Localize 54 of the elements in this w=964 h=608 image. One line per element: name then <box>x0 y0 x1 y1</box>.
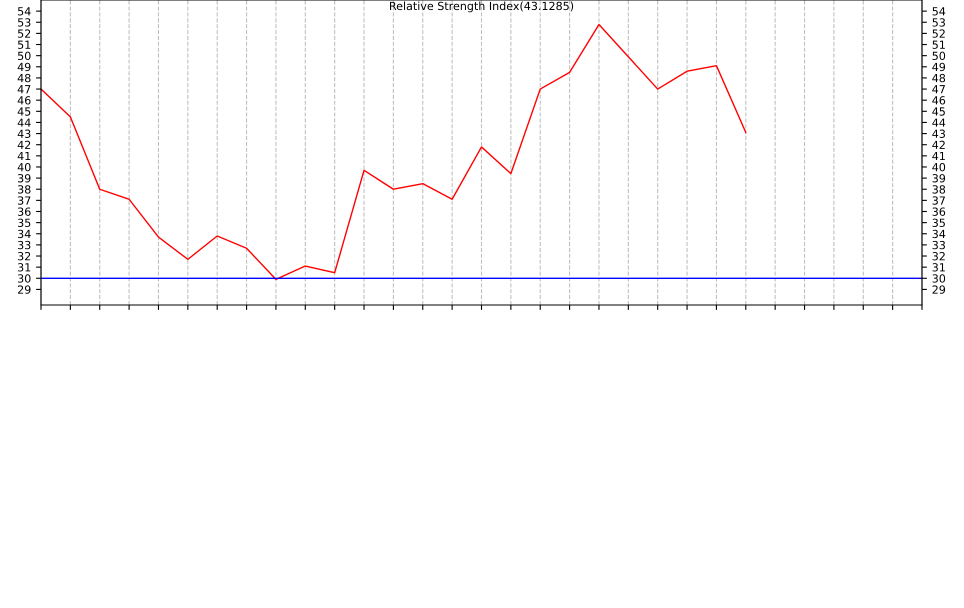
y2-tick-label: 51 <box>932 40 945 49</box>
y-tick-label: 31 <box>18 263 30 272</box>
y2-tick-label: 38 <box>932 185 946 194</box>
y2-tick-label: 40 <box>932 162 946 172</box>
y-tick-label: 37 <box>18 196 30 205</box>
y-tick-label: 32 <box>18 252 30 260</box>
y2-tick-label: 39 <box>932 174 946 182</box>
y2-tick-label: 44 <box>932 118 946 127</box>
y-tick-label: 53 <box>18 18 30 27</box>
y2-tick-label: 42 <box>932 140 945 149</box>
y2-tick-label: 43 <box>932 130 945 138</box>
y2-tick-label: 48 <box>932 74 946 82</box>
y-tick-label: 50 <box>18 52 31 60</box>
y-tick-label: 43 <box>18 130 30 138</box>
y-tick-label: 49 <box>18 62 30 72</box>
y-tick-label: 41 <box>18 152 30 160</box>
y-tick-label: 30 <box>18 274 31 283</box>
y2-tick-label: 52 <box>932 29 945 38</box>
y-tick-label: 40 <box>18 162 31 172</box>
y2-tick-label: 37 <box>932 196 945 205</box>
y-tick-label: 52 <box>18 29 30 38</box>
y2-tick-label: 49 <box>932 62 946 72</box>
y-tick-label: 29 <box>18 285 30 294</box>
y2-tick-label: 46 <box>932 96 946 105</box>
y2-tick-label: 32 <box>932 252 945 260</box>
y2-tick-label: 34 <box>932 230 946 238</box>
y-tick-label: 35 <box>18 218 30 228</box>
y-tick-label: 38 <box>18 185 31 194</box>
y-tick-label: 47 <box>18 85 30 94</box>
y2-tick-label: 41 <box>932 152 945 160</box>
y-tick-label: 46 <box>18 96 31 105</box>
y-tick-label: 42 <box>18 140 30 149</box>
y-tick-label: 54 <box>18 7 31 16</box>
y2-tick-label: 54 <box>932 7 946 16</box>
y2-tick-label: 30 <box>932 274 946 283</box>
y2-tick-label: 31 <box>932 263 945 272</box>
y2-tick-label: 29 <box>932 285 946 294</box>
y-tick-label: 34 <box>18 230 31 238</box>
y-tick-label: 51 <box>18 40 30 49</box>
y-tick-label: 39 <box>18 174 30 182</box>
y2-tick-label: 36 <box>932 207 946 216</box>
y2-tick-label: 47 <box>932 85 945 94</box>
y2-tick-label: 35 <box>932 218 945 228</box>
y2-tick-label: 33 <box>932 240 945 250</box>
y-tick-label: 44 <box>18 118 31 127</box>
y-tick-label: 45 <box>18 107 30 116</box>
y2-tick-label: 50 <box>932 52 946 60</box>
y2-tick-label: 53 <box>932 18 945 27</box>
y-tick-label: 33 <box>18 240 30 250</box>
chart-title: Relative Strength Index(43.1285) <box>390 2 574 12</box>
line-series <box>41 24 746 280</box>
y-tick-label: 36 <box>18 207 31 216</box>
y2-tick-label: 45 <box>932 107 945 116</box>
y-tick-label: 48 <box>18 74 31 82</box>
